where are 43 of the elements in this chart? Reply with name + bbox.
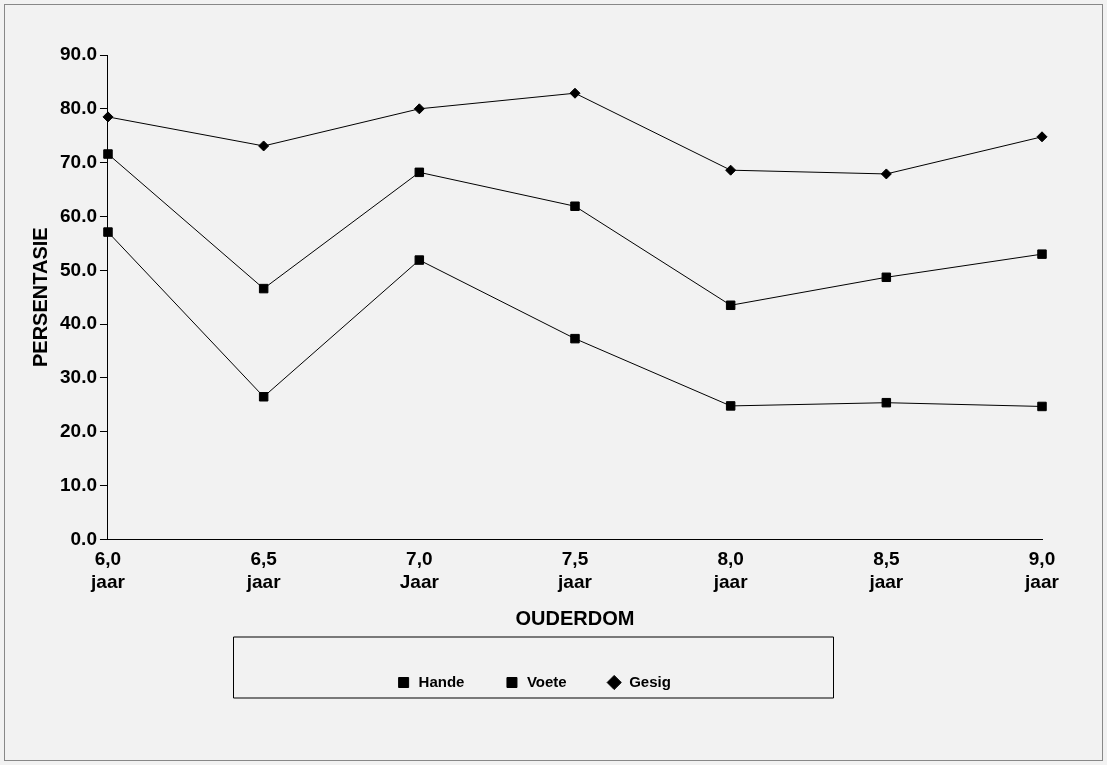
- x-axis-title: OUDERDOM: [515, 606, 635, 629]
- y-tick-label: 0.0: [70, 527, 97, 549]
- y-tick-label: 80.0: [60, 97, 97, 119]
- point: [569, 87, 581, 99]
- point: [102, 111, 114, 123]
- point: [1037, 249, 1047, 259]
- legend-label: Voete: [526, 672, 567, 690]
- y-tick-label: 70.0: [60, 150, 97, 172]
- y-tick-label: 60.0: [60, 204, 97, 226]
- x-tick-label: 7,0 Jaar: [399, 548, 440, 592]
- y-tick-label: 20.0: [60, 419, 97, 441]
- x-tick-label: 7,5 jaar: [557, 548, 593, 592]
- point: [258, 140, 270, 152]
- x-tick-label: 9,0 jaar: [1024, 548, 1060, 592]
- point: [258, 283, 269, 294]
- point: [258, 392, 269, 402]
- x-tick-label: 6,0 jaar: [90, 548, 126, 592]
- y-tick-label: 40.0: [60, 312, 97, 334]
- y-tick-label: 30.0: [60, 366, 97, 388]
- x-tick-label: 6,5 jaar: [245, 548, 282, 592]
- y-tick-label: 90.0: [60, 43, 97, 65]
- point: [880, 168, 892, 180]
- point: [414, 255, 425, 265]
- y-tick-label: 50.0: [60, 258, 97, 280]
- x-tick-label: 8,0 jaar: [712, 548, 749, 592]
- point: [570, 201, 580, 211]
- point: [103, 227, 113, 237]
- point: [413, 103, 425, 115]
- y-tick-label: 10.0: [60, 473, 97, 495]
- point: [881, 397, 892, 408]
- point: [414, 167, 425, 178]
- legend-label: Gesig: [629, 672, 671, 690]
- point: [881, 272, 892, 283]
- point: [570, 333, 580, 344]
- point: [725, 164, 737, 176]
- point: [1037, 401, 1047, 412]
- x-tick-label: 8,5 jaar: [868, 548, 904, 592]
- point: [1036, 131, 1048, 143]
- point: [103, 149, 113, 159]
- point: [725, 401, 736, 411]
- y-axis-title: PERSENTASIE: [28, 227, 51, 368]
- legend-label: Hande: [418, 672, 465, 690]
- point: [725, 300, 736, 311]
